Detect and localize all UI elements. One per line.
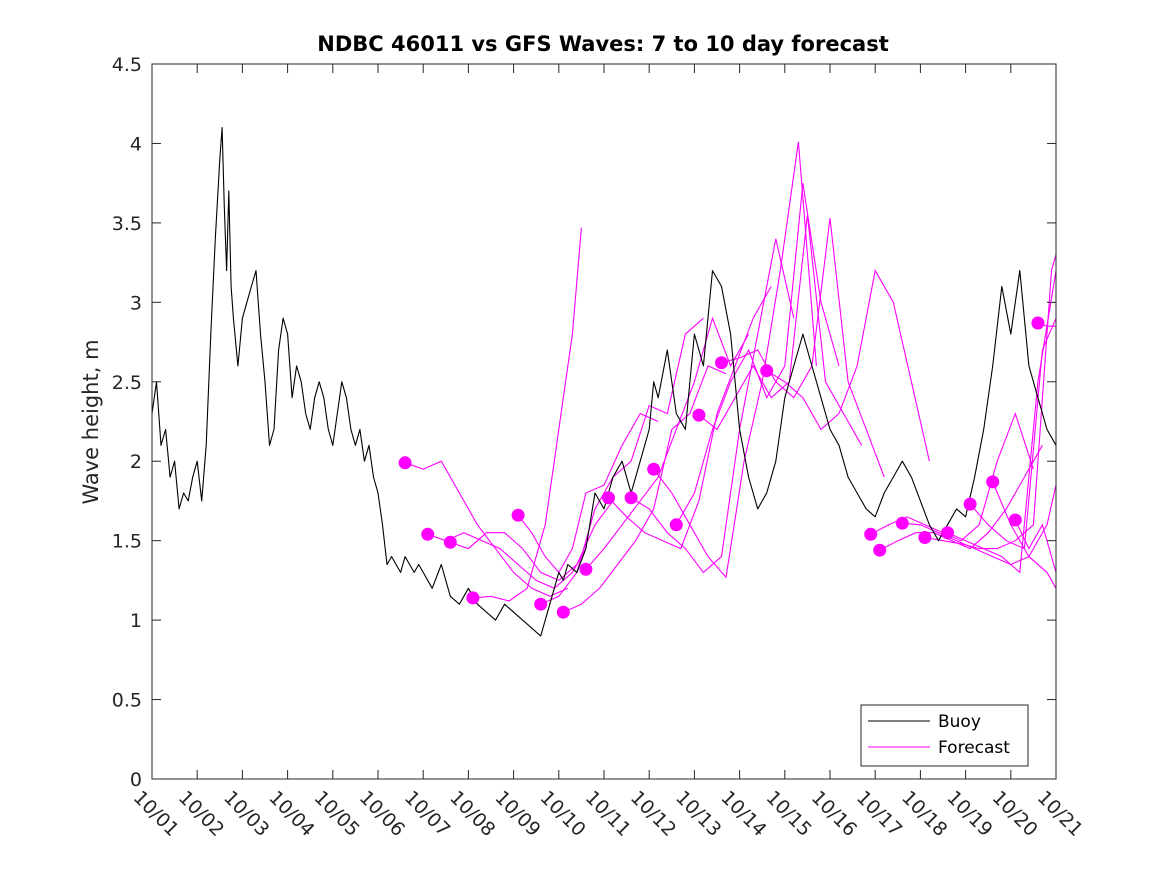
forecast-marker-14 <box>715 356 728 370</box>
x-tick-label: 10/04 <box>264 787 318 841</box>
forecast-line-23 <box>1014 519 1057 573</box>
x-tick-label: 10/18 <box>897 787 951 841</box>
forecast-marker-16 <box>864 527 878 541</box>
x-tick-label: 10/19 <box>942 787 996 841</box>
buoy-line <box>151 127 1057 637</box>
legend-box <box>860 704 1029 767</box>
forecast-marker-7 <box>556 605 570 619</box>
y-tick-label: 4.5 <box>112 54 142 76</box>
forecast-line-11 <box>653 141 817 579</box>
buoy-line-group <box>151 127 1057 637</box>
forecast-line-1 <box>404 460 569 597</box>
forecast-line-13 <box>698 214 863 446</box>
y-tick-label: 4 <box>130 133 142 155</box>
forecast-markers <box>398 316 1045 619</box>
y-axis-label: Wave height, m <box>79 339 103 504</box>
y-tick-label: 3.5 <box>112 213 142 235</box>
forecast-line-19 <box>924 254 1057 550</box>
x-tick-label: 10/16 <box>807 787 861 841</box>
chart-title: NDBC 46011 vs GFS Waves: 7 to 10 day for… <box>317 32 888 56</box>
forecast-line-15 <box>766 269 930 462</box>
forecast-marker-18 <box>895 516 909 530</box>
x-tick-label: 10/05 <box>310 787 364 841</box>
forecast-marker-19 <box>918 531 932 544</box>
y-tick-label: 2.5 <box>112 372 142 394</box>
forecast-marker-21 <box>963 497 977 511</box>
forecast-marker-15 <box>760 364 774 378</box>
forecast-line-6 <box>540 317 704 605</box>
forecast-lines <box>404 141 1057 613</box>
forecast-marker-6 <box>534 597 548 611</box>
plot-area <box>152 64 1056 779</box>
legend-buoy-label: Buoy <box>938 712 981 732</box>
x-tick-label: 10/20 <box>988 787 1042 841</box>
y-tick-label: 1 <box>130 610 142 632</box>
x-tick-label: 10/09 <box>490 787 544 841</box>
forecast-line-3 <box>450 500 614 582</box>
forecast-line-22 <box>992 481 1057 589</box>
x-tick-label: 10/21 <box>1033 787 1087 841</box>
forecast-marker-12 <box>669 518 683 532</box>
forecast-marker-2 <box>421 527 435 541</box>
x-tick-label: 10/03 <box>219 787 273 841</box>
forecast-line-14 <box>721 218 885 478</box>
forecast-line-4 <box>472 227 582 602</box>
forecast-line-8 <box>585 316 750 570</box>
forecast-marker-17 <box>873 543 887 557</box>
legend-forecast-label: Forecast <box>938 738 1010 758</box>
legend: Buoy Forecast <box>860 704 1029 767</box>
forecast-line-18 <box>902 484 1057 566</box>
forecast-marker-4 <box>466 591 480 605</box>
y-tick-label: 0 <box>130 769 142 791</box>
forecast-line-21 <box>969 317 1057 550</box>
forecast-marker-10 <box>624 491 638 505</box>
forecast-line-7 <box>563 365 727 613</box>
x-tick-label: 10/10 <box>536 787 590 841</box>
x-tick-label: 10/07 <box>400 787 454 841</box>
x-tick-label: 10/06 <box>355 787 409 841</box>
y-tick-label: 3 <box>130 292 142 314</box>
y-axis-ticks: 0 0.5 1 1.5 2 2.5 3 3.5 4 4.5 <box>112 54 1056 791</box>
y-tick-label: 1.5 <box>112 531 142 553</box>
forecast-line-5 <box>517 412 659 574</box>
x-tick-label: 10/11 <box>581 787 635 841</box>
forecast-marker-11 <box>647 462 661 476</box>
forecast-marker-8 <box>579 562 593 576</box>
x-tick-label: 10/13 <box>671 787 725 841</box>
x-tick-label: 10/15 <box>762 787 816 841</box>
x-tick-label: 10/02 <box>174 787 228 841</box>
x-tick-label: 10/01 <box>129 787 183 841</box>
y-tick-label: 2 <box>130 451 142 473</box>
forecast-line-17 <box>879 445 1043 551</box>
forecast-marker-24 <box>1031 316 1045 330</box>
x-tick-label: 10/08 <box>445 787 499 841</box>
forecast-line-20 <box>947 270 1057 574</box>
forecast-marker-23 <box>1008 513 1022 527</box>
y-tick-label: 0.5 <box>112 690 142 712</box>
forecast-marker-9 <box>602 491 615 505</box>
forecast-marker-22 <box>986 475 1000 489</box>
x-tick-label: 10/14 <box>716 787 770 841</box>
forecast-marker-1 <box>398 456 412 470</box>
x-tick-label: 10/17 <box>852 787 906 841</box>
forecast-marker-13 <box>692 408 706 422</box>
forecast-marker-20 <box>941 526 954 540</box>
forecast-line-10 <box>630 238 795 574</box>
forecast-marker-3 <box>443 535 457 549</box>
x-tick-label: 10/12 <box>626 787 680 841</box>
forecast-marker-5 <box>511 508 525 522</box>
